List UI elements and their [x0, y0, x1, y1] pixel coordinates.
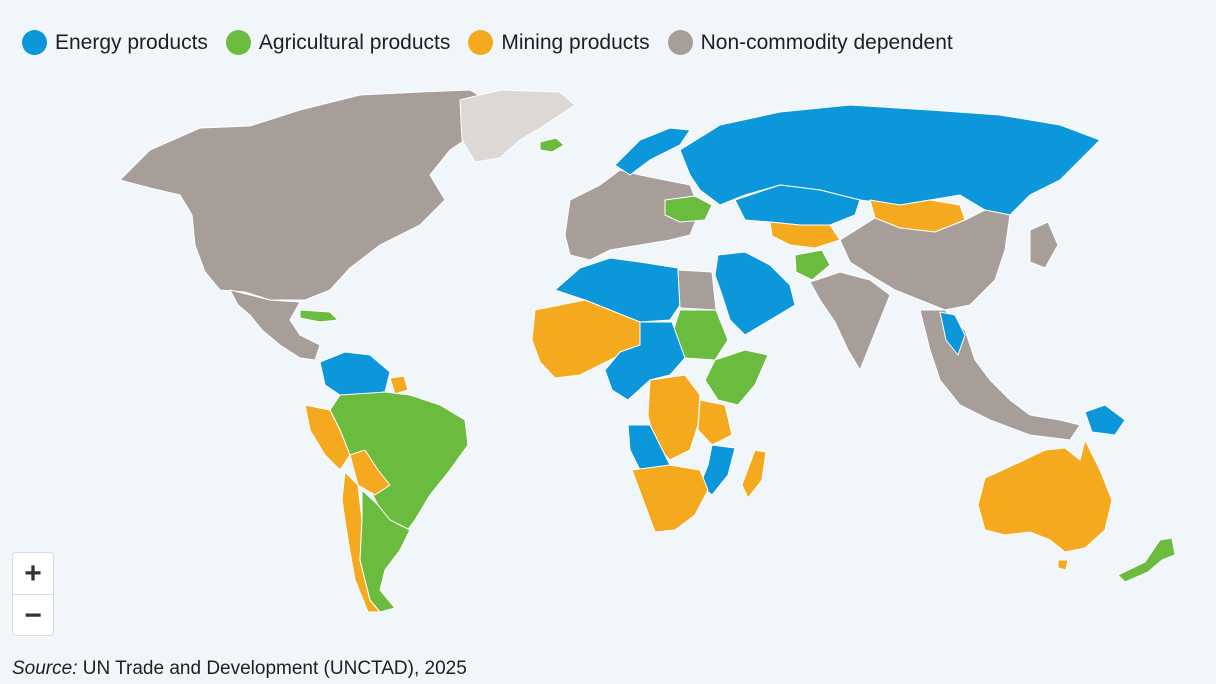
- legend: Energy products Agricultural products Mi…: [22, 30, 953, 55]
- region-chad-central-africa[interactable]: [604, 321, 686, 401]
- zoom-controls: + −: [12, 552, 54, 636]
- region-tanzania[interactable]: [697, 399, 733, 446]
- region-north-america[interactable]: [119, 89, 501, 301]
- region-argentina-uruguay[interactable]: [359, 489, 411, 613]
- region-tasmania[interactable]: [1057, 559, 1069, 571]
- region-venezuela-guianas[interactable]: [319, 351, 391, 396]
- region-ukraine[interactable]: [664, 195, 713, 223]
- region-india[interactable]: [809, 271, 891, 371]
- region-peru[interactable]: [304, 404, 351, 471]
- legend-item-mining[interactable]: Mining products: [468, 30, 650, 55]
- region-mexico-central-america[interactable]: [229, 289, 321, 361]
- region-egypt[interactable]: [677, 269, 717, 311]
- source-note: Source: UN Trade and Development (UNCTAD…: [12, 658, 467, 680]
- legend-item-energy[interactable]: Energy products: [22, 30, 208, 55]
- region-central-asia[interactable]: [769, 221, 841, 249]
- region-mozambique[interactable]: [699, 444, 736, 496]
- legend-label-agricultural: Agricultural products: [258, 30, 451, 54]
- region-cuba[interactable]: [299, 309, 339, 323]
- source-prefix: Source:: [12, 658, 78, 679]
- region-madagascar[interactable]: [741, 449, 767, 499]
- legend-item-agricultural[interactable]: Agricultural products: [225, 30, 451, 55]
- legend-label-non-commodity: Non-commodity dependent: [700, 30, 953, 54]
- region-laos[interactable]: [939, 311, 966, 356]
- region-west-africa[interactable]: [531, 299, 641, 379]
- region-australia[interactable]: [977, 439, 1113, 553]
- region-papua-new-guinea[interactable]: [1084, 404, 1126, 436]
- region-arabian-peninsula[interactable]: [714, 251, 796, 336]
- region-suriname[interactable]: [389, 375, 409, 395]
- region-afghanistan[interactable]: [794, 249, 831, 281]
- legend-swatch-agricultural: [225, 30, 251, 55]
- region-new-zealand[interactable]: [1117, 537, 1176, 583]
- region-ethiopia-kenya[interactable]: [704, 349, 769, 406]
- region-kazakhstan[interactable]: [734, 184, 861, 226]
- region-japan[interactable]: [1029, 221, 1059, 269]
- legend-swatch-mining: [468, 30, 494, 55]
- legend-swatch-energy: [22, 30, 47, 55]
- region-southern-africa[interactable]: [631, 464, 709, 533]
- zoom-out-button[interactable]: −: [13, 594, 53, 635]
- legend-label-energy: Energy products: [55, 30, 208, 54]
- region-norway[interactable]: [614, 127, 691, 176]
- zoom-in-button[interactable]: +: [24, 556, 42, 590]
- legend-label-mining: Mining products: [501, 30, 650, 54]
- legend-item-non-commodity[interactable]: Non-commodity dependent: [667, 30, 953, 55]
- region-greenland[interactable]: [459, 89, 576, 163]
- region-china-asia[interactable]: [839, 209, 1011, 311]
- source-text: UN Trade and Development (UNCTAD), 2025: [77, 658, 467, 679]
- legend-swatch-non-commodity: [667, 30, 693, 55]
- region-iceland[interactable]: [539, 137, 565, 153]
